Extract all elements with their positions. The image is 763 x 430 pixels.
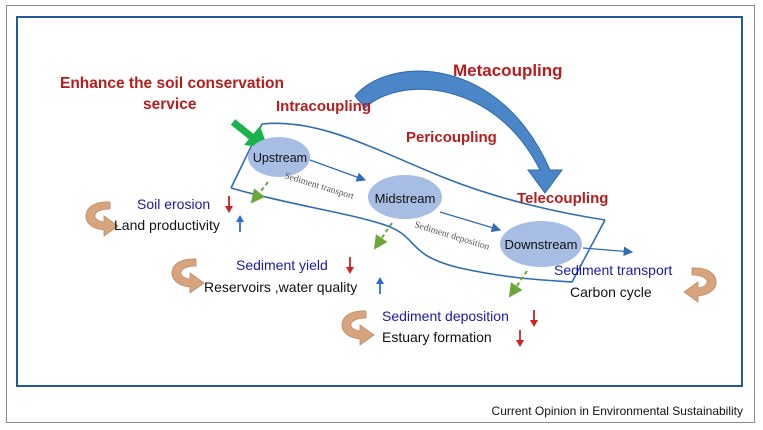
- carbon-cycle-label: Carbon cycle: [570, 284, 652, 300]
- sediment-yield-label: Sediment yield: [236, 257, 328, 273]
- estuary-formation-label: Estuary formation: [382, 329, 492, 345]
- flow-arrow-up-mid: [309, 159, 367, 182]
- curved-return-arrow-icon: [683, 267, 717, 303]
- telecoupling-label: Telecoupling: [517, 190, 608, 207]
- midstream-node: [368, 175, 442, 219]
- curved-return-arrow-icon: [85, 201, 119, 237]
- down-arrow-icon: [225, 196, 233, 213]
- sediment-deposition-label: Sediment deposition: [382, 308, 509, 324]
- up-arrow-icon: [376, 277, 384, 294]
- down-arrow-icon: [516, 330, 524, 347]
- down-arrow-icon: [346, 257, 354, 274]
- diagram-frame: [16, 16, 743, 387]
- midstream-label: Midstream: [375, 191, 436, 206]
- soil-erosion-label: Soil erosion: [137, 196, 210, 212]
- figure-frame: [6, 5, 755, 423]
- metacoupling-label: Metacoupling: [453, 61, 563, 80]
- flow-arrow-mid-down: [439, 211, 502, 233]
- dashed-arrow-midstream: [373, 222, 393, 250]
- pericoupling-label: Pericoupling: [406, 129, 497, 146]
- metacoupling-arrow: [354, 70, 563, 194]
- up-arrow-icon: [236, 215, 244, 232]
- upstream-node: [248, 137, 310, 177]
- curved-return-arrow-icon: [171, 258, 205, 294]
- down-arrow-icon: [530, 310, 538, 327]
- river-outline-top: [261, 122, 606, 221]
- flow-arrow-down-out: [582, 246, 634, 257]
- downstream-node: [500, 221, 582, 267]
- upstream-label: Upstream: [253, 151, 307, 165]
- enhance-heading-line2: service: [143, 96, 197, 113]
- dashed-arrow-downstream: [508, 270, 528, 298]
- sediment-transport-label: Sediment transport: [554, 262, 672, 278]
- river-outline-bottom: [230, 187, 606, 283]
- enhance-heading-line1: Enhance the soil conservation: [60, 75, 284, 92]
- downstream-label: Downstream: [505, 237, 578, 252]
- land-productivity-label: Land productivity: [114, 217, 220, 233]
- dashed-arrow-upstream: [250, 181, 269, 204]
- sediment-transport-small-label: Sediment transport: [283, 171, 355, 202]
- curved-return-arrow-icon: [341, 310, 375, 346]
- sediment-deposition-small-label: Sediment deposition: [413, 220, 491, 252]
- intracoupling-label: Intracoupling: [276, 98, 371, 115]
- reservoirs-label: Reservoirs ,water quality: [204, 279, 357, 295]
- source-caption: Current Opinion in Environmental Sustain…: [491, 404, 743, 418]
